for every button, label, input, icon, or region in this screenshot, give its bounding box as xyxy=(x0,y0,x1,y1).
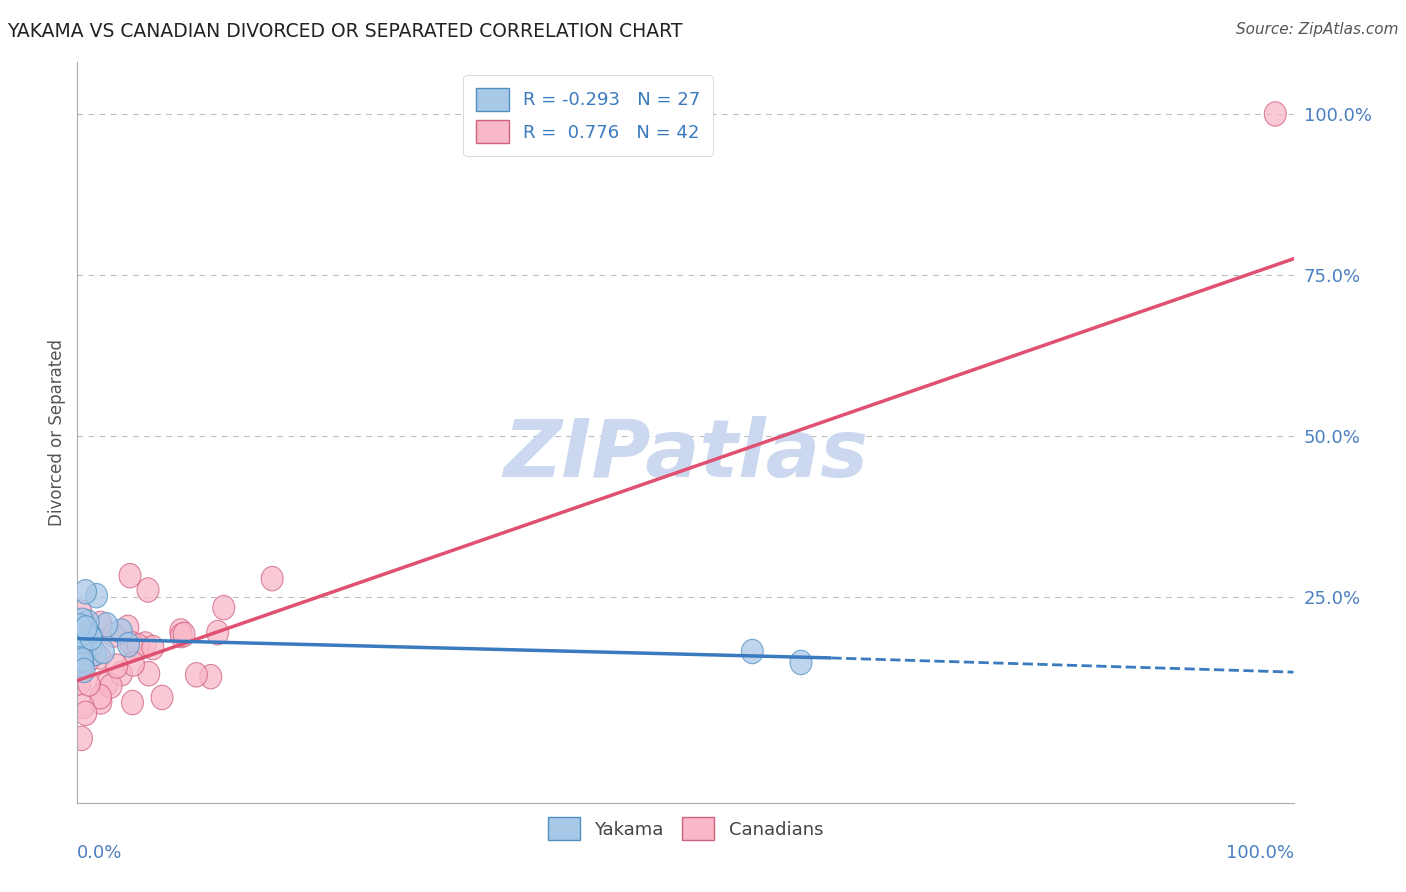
Ellipse shape xyxy=(90,611,111,636)
Ellipse shape xyxy=(96,672,118,697)
Ellipse shape xyxy=(93,640,114,664)
Text: YAKAMA VS CANADIAN DIVORCED OR SEPARATED CORRELATION CHART: YAKAMA VS CANADIAN DIVORCED OR SEPARATED… xyxy=(7,22,682,41)
Ellipse shape xyxy=(77,610,100,634)
Ellipse shape xyxy=(124,635,146,659)
Ellipse shape xyxy=(67,640,90,665)
Ellipse shape xyxy=(120,632,142,656)
Ellipse shape xyxy=(69,614,90,638)
Ellipse shape xyxy=(262,566,283,591)
Ellipse shape xyxy=(70,630,91,654)
Ellipse shape xyxy=(138,662,160,686)
Ellipse shape xyxy=(96,613,118,637)
Ellipse shape xyxy=(186,663,207,687)
Ellipse shape xyxy=(77,625,100,649)
Ellipse shape xyxy=(170,624,193,648)
Ellipse shape xyxy=(73,641,96,665)
Ellipse shape xyxy=(67,648,90,673)
Ellipse shape xyxy=(80,644,103,668)
Ellipse shape xyxy=(200,665,222,689)
Ellipse shape xyxy=(121,690,143,714)
Ellipse shape xyxy=(170,619,191,643)
Ellipse shape xyxy=(69,627,91,652)
Ellipse shape xyxy=(77,672,100,697)
Ellipse shape xyxy=(105,654,128,678)
Ellipse shape xyxy=(69,633,91,658)
Ellipse shape xyxy=(128,634,149,658)
Text: ZIPatlas: ZIPatlas xyxy=(503,416,868,494)
Legend: Yakama, Canadians: Yakama, Canadians xyxy=(538,808,832,849)
Ellipse shape xyxy=(84,641,107,665)
Ellipse shape xyxy=(69,623,91,647)
Ellipse shape xyxy=(120,564,141,588)
Ellipse shape xyxy=(790,650,811,674)
Ellipse shape xyxy=(86,583,107,608)
Ellipse shape xyxy=(72,652,94,677)
Ellipse shape xyxy=(75,701,97,725)
Ellipse shape xyxy=(100,673,122,698)
Ellipse shape xyxy=(134,632,156,657)
Ellipse shape xyxy=(69,671,91,695)
Ellipse shape xyxy=(70,726,93,751)
Text: Source: ZipAtlas.com: Source: ZipAtlas.com xyxy=(1236,22,1399,37)
Ellipse shape xyxy=(73,658,96,682)
Ellipse shape xyxy=(117,615,139,640)
Ellipse shape xyxy=(77,648,98,673)
Ellipse shape xyxy=(110,619,132,643)
Ellipse shape xyxy=(80,624,101,648)
Ellipse shape xyxy=(72,648,93,673)
Ellipse shape xyxy=(207,621,229,645)
Ellipse shape xyxy=(741,640,763,664)
Text: 0.0%: 0.0% xyxy=(77,844,122,862)
Ellipse shape xyxy=(75,580,97,604)
Ellipse shape xyxy=(1264,102,1286,126)
Ellipse shape xyxy=(69,639,91,664)
Ellipse shape xyxy=(150,685,173,710)
Ellipse shape xyxy=(118,632,139,657)
Ellipse shape xyxy=(76,615,97,640)
Ellipse shape xyxy=(82,632,103,656)
Ellipse shape xyxy=(103,623,125,648)
Ellipse shape xyxy=(72,655,93,679)
Ellipse shape xyxy=(70,640,91,665)
Ellipse shape xyxy=(212,595,235,620)
Ellipse shape xyxy=(122,652,145,676)
Ellipse shape xyxy=(90,690,112,714)
Ellipse shape xyxy=(142,635,165,660)
Ellipse shape xyxy=(173,622,195,647)
Ellipse shape xyxy=(80,623,101,647)
Ellipse shape xyxy=(80,625,103,650)
Ellipse shape xyxy=(111,662,132,686)
Ellipse shape xyxy=(89,645,111,669)
Y-axis label: Divorced or Separated: Divorced or Separated xyxy=(48,339,66,526)
Text: 100.0%: 100.0% xyxy=(1226,844,1294,862)
Ellipse shape xyxy=(70,599,91,624)
Ellipse shape xyxy=(90,684,111,709)
Ellipse shape xyxy=(136,578,159,602)
Ellipse shape xyxy=(72,694,94,719)
Ellipse shape xyxy=(72,608,93,632)
